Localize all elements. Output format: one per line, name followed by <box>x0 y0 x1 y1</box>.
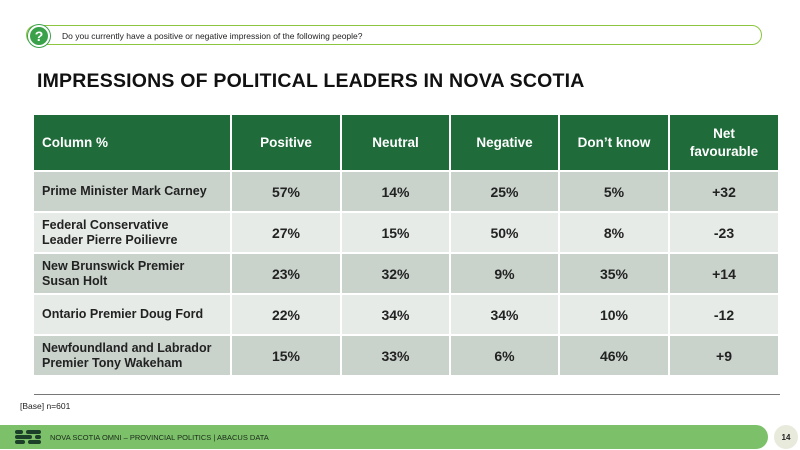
header-positive: Positive <box>231 115 342 171</box>
positive-value: 57% <box>231 170 342 212</box>
table-row: Federal Conservative Leader Pierre Poili… <box>34 211 778 253</box>
footer-bar <box>0 425 768 449</box>
question-bar <box>26 25 762 45</box>
question-text: Do you currently have a positive or nega… <box>62 31 363 41</box>
net-favourable-value: +14 <box>669 252 778 294</box>
net-favourable-value: -12 <box>669 293 778 335</box>
negative-value: 50% <box>450 211 560 253</box>
header-dont-know: Don’t know <box>559 115 670 171</box>
positive-value: 23% <box>231 252 342 294</box>
base-note: [Base] n=601 <box>20 401 71 411</box>
neutral-value: 34% <box>341 293 451 335</box>
dont-know-value: 35% <box>559 252 670 294</box>
header-negative: Negative <box>450 115 560 171</box>
positive-value: 27% <box>231 211 342 253</box>
positive-value: 22% <box>231 293 342 335</box>
table-header-row: Column % Positive Neutral Negative Don’t… <box>34 115 778 171</box>
divider <box>34 394 780 395</box>
negative-value: 25% <box>450 170 560 212</box>
table-row: Ontario Premier Doug Ford 22% 34% 34% 10… <box>34 293 778 335</box>
leader-name: Newfoundland and Labrador Premier Tony W… <box>34 334 232 375</box>
leader-name: Federal Conservative Leader Pierre Poili… <box>34 211 232 253</box>
page-number: 14 <box>774 425 798 449</box>
question-icon: ? <box>28 25 50 47</box>
header-neutral: Neutral <box>341 115 451 171</box>
negative-value: 6% <box>450 334 560 375</box>
table-row: Newfoundland and Labrador Premier Tony W… <box>34 334 778 375</box>
footer-text: NOVA SCOTIA OMNI – PROVINCIAL POLITICS |… <box>50 433 269 442</box>
negative-value: 34% <box>450 293 560 335</box>
dont-know-value: 5% <box>559 170 670 212</box>
net-favourable-value: +32 <box>669 170 778 212</box>
header-net-favourable: Net favourable <box>669 115 778 171</box>
negative-value: 9% <box>450 252 560 294</box>
leader-name: Ontario Premier Doug Ford <box>34 293 232 335</box>
page-title: IMPRESSIONS OF POLITICAL LEADERS IN NOVA… <box>37 70 585 92</box>
leader-name: Prime Minister Mark Carney <box>34 170 232 212</box>
header-column-percent: Column % <box>34 115 232 171</box>
neutral-value: 14% <box>341 170 451 212</box>
positive-value: 15% <box>231 334 342 375</box>
neutral-value: 15% <box>341 211 451 253</box>
leader-name: New Brunswick Premier Susan Holt <box>34 252 232 294</box>
neutral-value: 33% <box>341 334 451 375</box>
abacus-logo-icon <box>15 430 41 444</box>
dont-know-value: 8% <box>559 211 670 253</box>
net-favourable-value: +9 <box>669 334 778 375</box>
net-favourable-value: -23 <box>669 211 778 253</box>
dont-know-value: 10% <box>559 293 670 335</box>
neutral-value: 32% <box>341 252 451 294</box>
table-row: New Brunswick Premier Susan Holt 23% 32%… <box>34 252 778 294</box>
results-table: Column % Positive Neutral Negative Don’t… <box>34 115 778 375</box>
table-row: Prime Minister Mark Carney 57% 14% 25% 5… <box>34 170 778 212</box>
dont-know-value: 46% <box>559 334 670 375</box>
